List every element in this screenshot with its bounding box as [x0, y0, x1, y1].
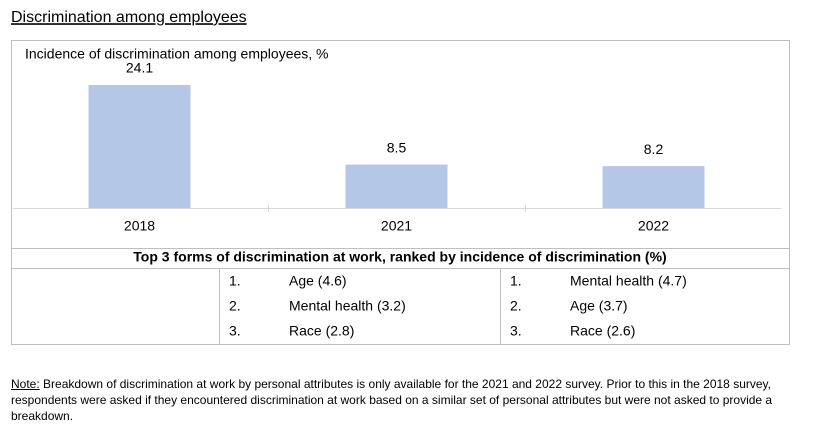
table-header: Top 3 forms of discrimination at work, r… [133, 249, 666, 265]
table-rank: 1. [229, 273, 241, 289]
table-rank: 2. [229, 298, 241, 314]
note: Note: Breakdown of discrimination at wor… [11, 376, 781, 424]
table-rank: 3. [510, 323, 522, 339]
x-tick-label: 2018 [124, 218, 155, 234]
table-item: Age (3.7) [570, 298, 628, 314]
table-item: Mental health (3.2) [289, 298, 406, 314]
table-rank: 1. [510, 273, 522, 289]
x-tick-label: 2021 [381, 218, 412, 234]
data-label: 24.1 [126, 60, 153, 76]
bar [602, 166, 705, 208]
bar [345, 164, 448, 208]
table-item: Race (2.6) [570, 323, 635, 339]
page-title: Discrimination among employees [11, 9, 247, 26]
frame [11, 40, 790, 345]
chart-title: Incidence of discrimination among employ… [25, 46, 329, 62]
data-label: 8.5 [387, 139, 407, 155]
table-item: Race (2.8) [289, 323, 354, 339]
data-label: 8.2 [644, 141, 664, 157]
table-item: Age (4.6) [289, 273, 347, 289]
note-label: Note: [11, 377, 40, 391]
table-rank: 2. [510, 298, 522, 314]
bar [88, 85, 191, 208]
table-rank: 3. [229, 323, 241, 339]
note-text: Breakdown of discrimination at work by p… [11, 377, 773, 423]
chart: Discrimination among employees Incidence… [11, 9, 790, 345]
table-item: Mental health (4.7) [570, 273, 687, 289]
x-tick-label: 2022 [638, 218, 669, 234]
